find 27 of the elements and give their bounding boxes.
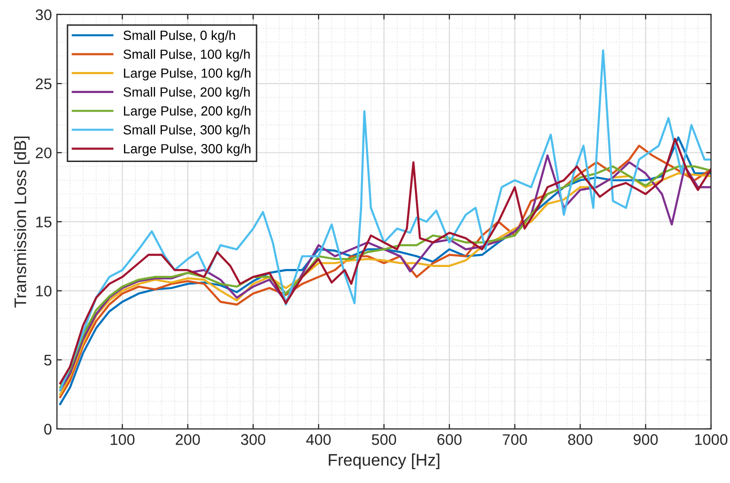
- x-tick-label: 200: [176, 434, 200, 445]
- y-axis-title: Transmission Loss [dB]: [14, 136, 30, 308]
- x-tick-label: 100: [110, 434, 134, 445]
- legend-label: Small Pulse, 200 kg/h: [124, 87, 250, 100]
- y-tick-label: 5: [44, 354, 52, 366]
- x-tick-label: 700: [502, 434, 527, 445]
- legend-label: Large Pulse, 200 kg/h: [124, 106, 250, 118]
- x-tick-label: 1000: [695, 434, 728, 445]
- y-tick-label: 30: [36, 9, 52, 20]
- x-tick-label: 300: [241, 434, 266, 445]
- y-tick-label: 20: [36, 147, 52, 158]
- y-tick-label: 10: [36, 286, 52, 296]
- legend-label: Small Pulse, 300 kg/h: [124, 124, 250, 138]
- x-tick-label: 600: [437, 434, 462, 445]
- legend-label: Small Pulse, 0 kg/h: [124, 30, 235, 43]
- x-tick-label: 400: [306, 434, 331, 445]
- x-tick-label: 900: [634, 434, 658, 445]
- legend-label: Large Pulse, 300 kg/h: [124, 144, 250, 156]
- x-tick-label: 500: [372, 434, 396, 445]
- legend-label: Small Pulse, 100 kg/h: [124, 49, 250, 62]
- y-tick-label: 25: [36, 78, 52, 90]
- line-series: [59, 49, 712, 392]
- y-tick-label: 15: [36, 216, 52, 228]
- x-tick-label: 800: [568, 434, 592, 445]
- x-axis-title: Frequency [Hz]: [328, 454, 440, 470]
- legend-label: Large Pulse, 100 kg/h: [124, 68, 250, 80]
- y-tick-label: 0: [44, 424, 52, 435]
